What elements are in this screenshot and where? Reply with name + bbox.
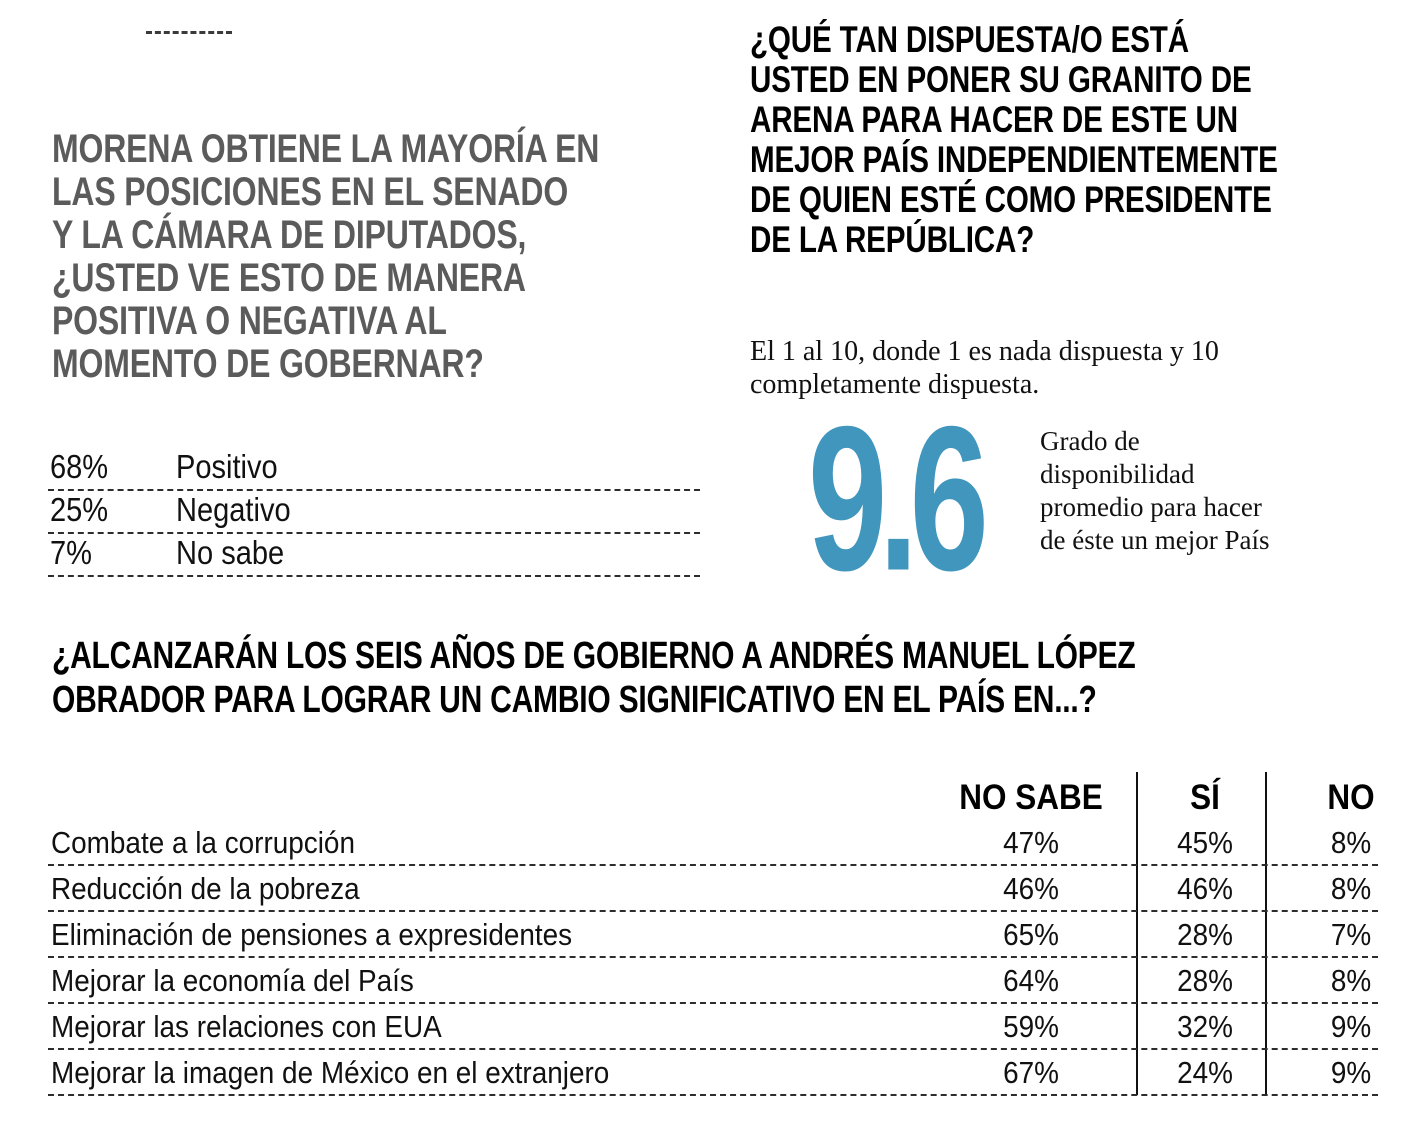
cell-no-sabe: 59% bbox=[1003, 1009, 1059, 1044]
cell-no: 9% bbox=[1330, 1009, 1372, 1044]
list-item: 68% Positivo bbox=[48, 448, 700, 491]
column-header-no-sabe: NO SABE bbox=[959, 778, 1103, 817]
list-item: 7% No sabe bbox=[48, 534, 700, 577]
cell-no-sabe: 67% bbox=[1003, 1055, 1059, 1090]
cell-si: 45% bbox=[1177, 825, 1233, 860]
table-row: Reducción de la pobreza 46% 46% 8% bbox=[48, 866, 1378, 912]
score-caption-line: promedio para hacer bbox=[1040, 492, 1262, 522]
question-2-title-line: USTED EN PONER SU GRANITO DE bbox=[750, 59, 1252, 100]
cell-si: 24% bbox=[1177, 1055, 1233, 1090]
cell-no-sabe: 64% bbox=[1003, 963, 1059, 998]
cell-no: 7% bbox=[1330, 917, 1372, 952]
result-label: Positivo bbox=[176, 448, 278, 485]
column-divider-1 bbox=[1136, 772, 1138, 1095]
table-row: Eliminación de pensiones a expresidentes… bbox=[48, 912, 1378, 958]
question-2-title-line: ¿QUÉ TAN DISPUESTA/O ESTÁ bbox=[750, 19, 1189, 60]
question-1-title-line: MORENA OBTIENE LA MAYORÍA EN bbox=[52, 127, 600, 171]
result-percent: 68% bbox=[50, 448, 109, 485]
question-1-title-line: MOMENTO DE GOBERNAR? bbox=[52, 342, 484, 386]
question-2-title: ¿QUÉ TAN DISPUESTA/O ESTÁ USTED EN PONER… bbox=[750, 20, 1413, 260]
cell-no-sabe: 46% bbox=[1003, 871, 1059, 906]
column-header-no: NO bbox=[1327, 778, 1375, 817]
average-score-caption: Grado de disponibilidad promedio para ha… bbox=[1040, 425, 1410, 557]
result-label: Negativo bbox=[176, 491, 291, 528]
row-label: Mejorar la imagen de México en el extran… bbox=[51, 1055, 610, 1090]
question-3-title-line: ¿ALCANZARÁN LOS SEIS AÑOS DE GOBIERNO A … bbox=[52, 635, 1136, 677]
question-3-title: ¿ALCANZARÁN LOS SEIS AÑOS DE GOBIERNO A … bbox=[52, 634, 1413, 722]
question-2-title-line: ARENA PARA HACER DE ESTE UN bbox=[750, 99, 1238, 140]
score-caption-line: de éste un mejor País bbox=[1040, 525, 1270, 555]
question-1-title-line: LAS POSICIONES EN EL SENADO bbox=[52, 170, 569, 214]
cell-si: 46% bbox=[1177, 871, 1233, 906]
table-row: Mejorar la economía del País 64% 28% 8% bbox=[48, 958, 1378, 1004]
column-divider-2 bbox=[1265, 772, 1267, 1095]
table-row: Combate a la corrupción 47% 45% 8% bbox=[48, 820, 1378, 866]
column-header-si: SÍ bbox=[1190, 778, 1220, 817]
result-percent: 7% bbox=[50, 534, 92, 571]
cell-si: 28% bbox=[1177, 917, 1233, 952]
question-1-title-line: POSITIVA O NEGATIVA AL bbox=[52, 299, 447, 343]
table-header-row: NO SABE SÍ NO bbox=[48, 762, 1378, 820]
row-label: Eliminación de pensiones a expresidentes bbox=[51, 917, 573, 952]
cell-si: 28% bbox=[1177, 963, 1233, 998]
score-caption-line: disponibilidad bbox=[1040, 459, 1195, 489]
result-percent: 25% bbox=[50, 491, 109, 528]
scale-description-line: El 1 al 10, donde 1 es nada dispuesta y … bbox=[750, 336, 1219, 367]
question-1-title-line: ¿USTED VE ESTO DE MANERA bbox=[52, 256, 526, 300]
question-3-results-table: NO SABE SÍ NO Combate a la corrupción 47… bbox=[48, 762, 1378, 1096]
top-dashed-rule-fragment bbox=[146, 31, 232, 34]
cell-si: 32% bbox=[1177, 1009, 1233, 1044]
cell-no: 9% bbox=[1330, 1055, 1372, 1090]
result-label: No sabe bbox=[176, 534, 285, 571]
cell-no-sabe: 65% bbox=[1003, 917, 1059, 952]
row-label: Mejorar la economía del País bbox=[51, 963, 414, 998]
average-score-value: 9.6 bbox=[808, 383, 989, 614]
score-caption-line: Grado de bbox=[1040, 426, 1140, 456]
row-label: Combate a la corrupción bbox=[51, 825, 355, 860]
table-row: Mejorar la imagen de México en el extran… bbox=[48, 1050, 1378, 1096]
question-3-title-line: OBRADOR PARA LOGRAR UN CAMBIO SIGNIFICAT… bbox=[52, 679, 1097, 721]
question-2-title-line: DE QUIEN ESTÉ COMO PRESIDENTE bbox=[750, 179, 1272, 220]
row-label: Mejorar las relaciones con EUA bbox=[51, 1009, 442, 1044]
row-label: Reducción de la pobreza bbox=[51, 871, 360, 906]
question-2-scale-description: El 1 al 10, donde 1 es nada dispuesta y … bbox=[750, 335, 1400, 401]
cell-no: 8% bbox=[1330, 871, 1372, 906]
cell-no: 8% bbox=[1330, 963, 1372, 998]
question-1-title-line: Y LA CÁMARA DE DIPUTADOS, bbox=[52, 213, 527, 257]
list-item: 25% Negativo bbox=[48, 491, 700, 534]
cell-no-sabe: 47% bbox=[1003, 825, 1059, 860]
question-2-title-line: DE LA REPÚBLICA? bbox=[750, 219, 1035, 260]
question-1-results-list: 68% Positivo 25% Negativo 7% No sabe bbox=[48, 448, 700, 577]
scale-description-line: completamente dispuesta. bbox=[750, 369, 1040, 400]
question-2-title-line: MEJOR PAÍS INDEPENDIENTEMENTE bbox=[750, 139, 1278, 180]
cell-no: 8% bbox=[1330, 825, 1372, 860]
table-row: Mejorar las relaciones con EUA 59% 32% 9… bbox=[48, 1004, 1378, 1050]
question-1-title: MORENA OBTIENE LA MAYORÍA EN LAS POSICIO… bbox=[52, 128, 872, 386]
